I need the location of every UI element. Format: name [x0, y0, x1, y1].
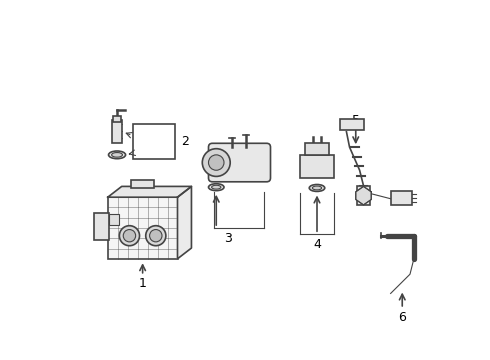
FancyBboxPatch shape [209, 143, 270, 182]
Ellipse shape [312, 186, 321, 190]
Text: 6: 6 [398, 311, 406, 324]
Polygon shape [177, 186, 192, 259]
Polygon shape [356, 186, 371, 205]
Bar [94, 213, 109, 239]
Circle shape [146, 226, 166, 246]
Bar [357, 186, 369, 205]
Circle shape [149, 230, 162, 242]
Text: 2: 2 [181, 135, 189, 148]
Circle shape [120, 226, 140, 246]
Ellipse shape [108, 151, 125, 159]
Bar [109, 214, 119, 225]
Circle shape [123, 230, 136, 242]
Bar [133, 124, 175, 159]
Ellipse shape [112, 153, 122, 157]
Circle shape [202, 149, 230, 176]
Polygon shape [108, 186, 192, 197]
Text: 5: 5 [352, 114, 360, 127]
Text: 1: 1 [139, 277, 147, 290]
Ellipse shape [212, 185, 221, 189]
Circle shape [209, 155, 224, 170]
Text: 4: 4 [313, 238, 321, 251]
Bar [113, 116, 121, 122]
Bar [391, 191, 412, 205]
Bar [340, 119, 364, 130]
Bar [108, 197, 177, 259]
Ellipse shape [309, 184, 325, 192]
Ellipse shape [209, 184, 224, 191]
Bar [112, 120, 122, 143]
Bar [131, 180, 154, 188]
Bar [300, 155, 334, 178]
Bar [305, 143, 329, 155]
Text: 3: 3 [224, 232, 232, 245]
